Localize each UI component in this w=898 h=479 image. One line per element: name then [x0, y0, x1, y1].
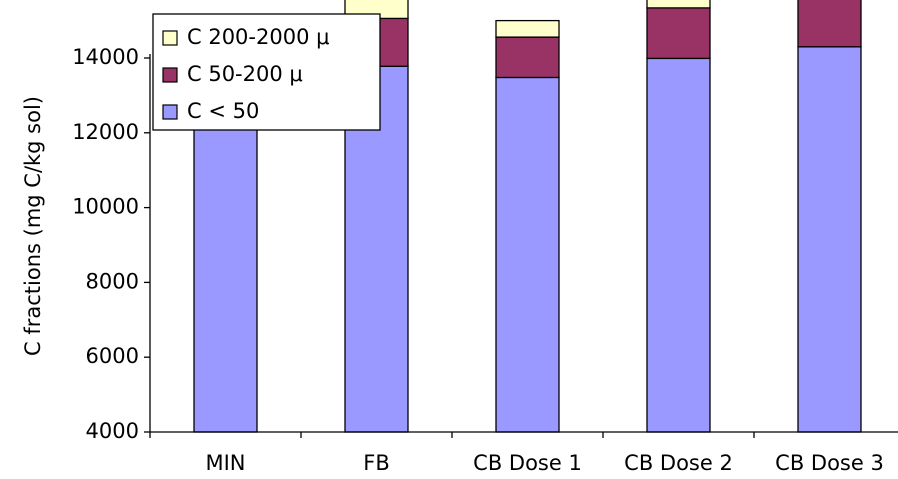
- legend-swatch-c-50-200: [162, 67, 178, 83]
- y-tick-label: 10000: [72, 195, 139, 219]
- x-tick-label: CB Dose 3: [775, 451, 884, 475]
- bar-cb-dose-2-c-50: [646, 57, 711, 433]
- legend: C 200-2000 μ C 50-200 μ C < 50: [152, 13, 381, 131]
- bar-min-c-50: [193, 99, 258, 433]
- x-tick-label: CB Dose 1: [473, 451, 582, 475]
- legend-label-c-200-2000: C 200-2000 μ: [187, 25, 329, 49]
- y-tick-label: 4000: [86, 419, 139, 443]
- legend-swatch-c-50: [162, 104, 178, 120]
- bar-cb-dose-2-c-200-2000: [646, 0, 711, 9]
- bar-cb-dose-1-c-50-200: [495, 36, 560, 79]
- y-axis-title: C fractions (mg C/kg sol): [21, 96, 45, 356]
- legend-swatch-c-200-2000: [162, 30, 178, 46]
- x-tick-label: FB: [363, 451, 390, 475]
- bar-cb-dose-2-c-50-200: [646, 7, 711, 60]
- x-tick-label: CB Dose 2: [624, 451, 733, 475]
- axes-layer: 4000 6000 8000 10000 12000 14000 MIN FB CB Dose …: [72, 45, 898, 475]
- y-tick-label: 14000: [72, 45, 139, 69]
- bar-cb-dose-3-c-50-200: [797, 0, 862, 48]
- bar-cb-dose-3-c-50: [797, 46, 862, 433]
- y-tick-label: 6000: [86, 344, 139, 368]
- y-tick-label: 12000: [72, 120, 139, 144]
- legend-label-c-50-200: C 50-200 μ: [187, 62, 303, 86]
- x-tick-label: MIN: [205, 451, 245, 475]
- legend-label-c-50: C < 50: [187, 99, 259, 123]
- bar-cb-dose-1-c-200-2000: [495, 19, 560, 38]
- y-tick-label: 8000: [86, 269, 139, 293]
- legend-box: [152, 13, 381, 131]
- bar-cb-dose-1-c-50: [495, 76, 560, 433]
